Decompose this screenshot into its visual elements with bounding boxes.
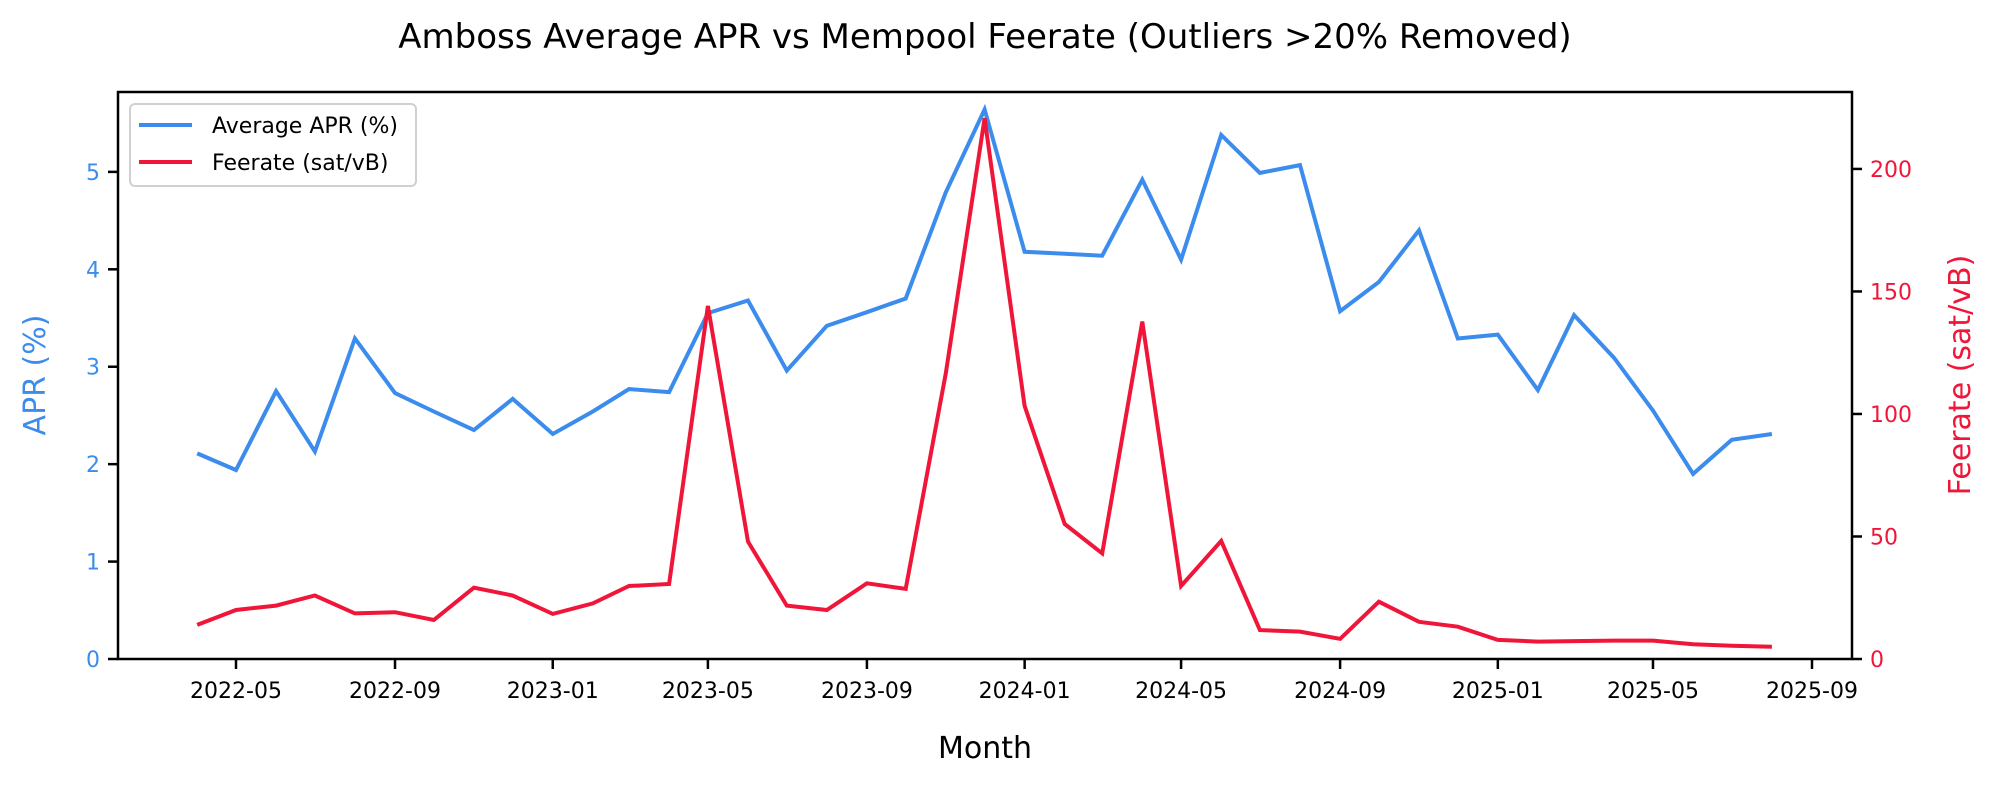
x-tick-label: 2023-01 (507, 679, 599, 704)
left-y-axis: 0 1 2 3 4 5 (86, 161, 118, 673)
x-tick-label: 2025-09 (1766, 679, 1858, 704)
right-tick-label: 50 (1870, 525, 1898, 550)
right-tick-label: 200 (1870, 158, 1912, 183)
left-tick-label: 3 (86, 356, 100, 381)
x-tick-label: 2022-09 (349, 679, 441, 704)
y-axis-label-left: APR (%) (18, 315, 53, 436)
x-axis: 2022-05 2022-09 2023-01 2023-05 2023-09 2024-… (190, 659, 1858, 704)
chart-title: Amboss Average APR vs Mempool Feerate (O… (398, 17, 1571, 57)
left-tick-label: 5 (86, 161, 100, 186)
x-axis-label: Month (938, 731, 1032, 766)
legend: Average APR (%) Feerate (sat/vB) (129, 103, 417, 187)
x-tick-label: 2023-05 (662, 679, 754, 704)
x-tick-label: 2024-05 (1135, 679, 1227, 704)
left-tick-label: 0 (86, 648, 100, 673)
right-y-axis: 0 50 100 150 200 (1852, 158, 1912, 673)
legend-box (129, 103, 417, 187)
x-tick-label: 2024-01 (979, 679, 1071, 704)
x-tick-label: 2024-09 (1294, 679, 1386, 704)
right-tick-label: 0 (1870, 648, 1884, 673)
right-tick-label: 150 (1870, 280, 1912, 305)
legend-label-feerate: Feerate (sat/vB) (212, 151, 388, 176)
plot-frame (116, 90, 1854, 661)
x-tick-label: 2025-01 (1452, 679, 1544, 704)
left-tick-label: 1 (86, 551, 100, 576)
left-tick-label: 4 (86, 258, 100, 283)
right-tick-label: 100 (1870, 403, 1912, 428)
y-axis-label-right: Feerate (sat/vB) (1943, 255, 1978, 496)
left-tick-label: 2 (86, 453, 100, 478)
x-tick-label: 2023-09 (821, 679, 913, 704)
x-tick-label: 2022-05 (190, 679, 282, 704)
legend-label-apr: Average APR (%) (212, 114, 398, 139)
series-line-feerate (196, 117, 1772, 649)
series-line-apr (196, 103, 1773, 477)
x-tick-label: 2025-05 (1607, 679, 1699, 704)
plot-lines (196, 103, 1773, 649)
